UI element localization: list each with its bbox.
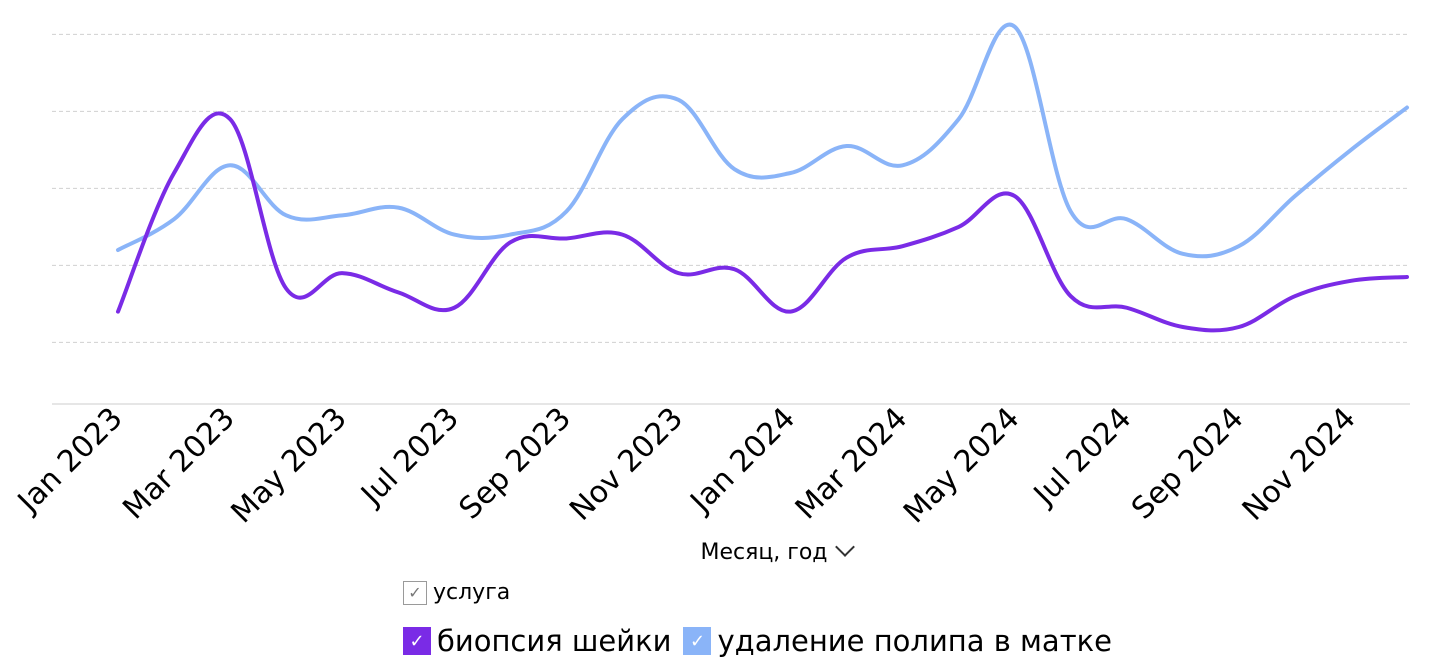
legend-header-label: услуга [433, 580, 511, 605]
x-axis-title-text: Месяц, год [700, 540, 828, 565]
legend-label-polyp: удаление полипа в матке [717, 624, 1112, 658]
legend-swatch-biopsy[interactable]: ✓ [403, 627, 431, 655]
x-tick-label: Sep 2023 [453, 401, 578, 526]
x-tick-label: Jan 2024 [683, 401, 803, 521]
legend-header-checkbox[interactable]: ✓ [403, 580, 427, 605]
x-tick-label: Nov 2024 [1236, 401, 1363, 528]
x-tick-label: Jul 2023 [353, 401, 465, 513]
x-tick-label: Nov 2023 [563, 401, 690, 528]
legend-label-biopsy: биопсия шейки [437, 624, 672, 658]
x-tick-label: Sep 2024 [1125, 401, 1250, 526]
x-tick-label: May 2024 [897, 401, 1026, 530]
legend: ✓ биопсия шейки ✓ удаление полипа в матк… [403, 624, 1124, 658]
legend-swatch-polyp[interactable]: ✓ [683, 627, 712, 655]
legend-header[interactable]: ✓ услуга [403, 580, 510, 605]
legend-item-polyp[interactable]: ✓ удаление полипа в матке [683, 624, 1112, 658]
x-tick-label: Mar 2024 [789, 401, 915, 527]
x-tick-label: May 2023 [224, 401, 353, 530]
gridlines [52, 33, 1410, 343]
series-line-polyp[interactable] [116, 22, 1409, 259]
x-tick-label: Mar 2023 [116, 401, 242, 527]
x-tick-label: Jul 2024 [1026, 401, 1138, 513]
x-axis-title[interactable]: Месяц, год [0, 537, 1441, 565]
series-line-biopsy[interactable] [116, 111, 1409, 333]
chevron-down-icon[interactable] [834, 537, 855, 557]
series-lines [116, 22, 1409, 333]
legend-item-biopsy[interactable]: ✓ биопсия шейки [403, 624, 671, 658]
x-tick-label: Jan 2023 [10, 401, 130, 521]
